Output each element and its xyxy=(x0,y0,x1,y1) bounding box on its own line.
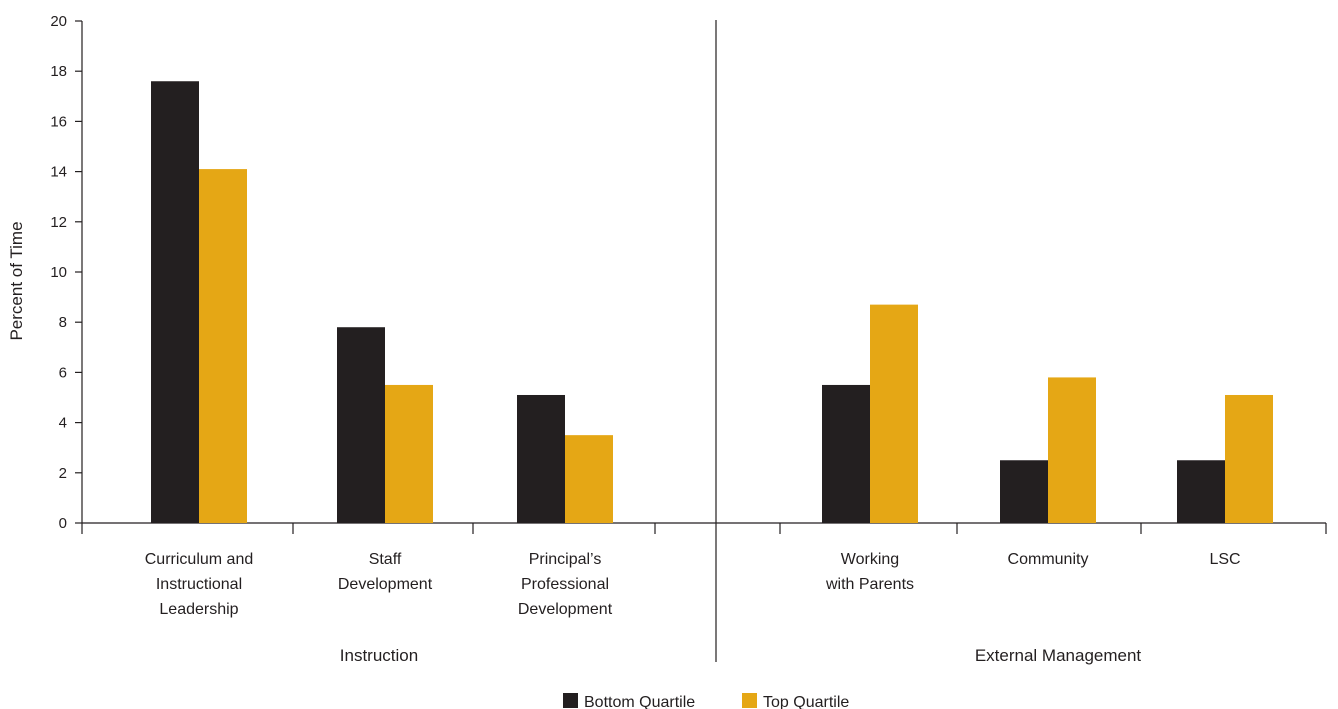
legend-swatch xyxy=(563,693,578,708)
y-tick-label: 14 xyxy=(50,164,67,181)
legend-label: Bottom Quartile xyxy=(584,694,695,709)
group-label: External Management xyxy=(975,646,1142,665)
x-category-label-line: Instructional xyxy=(156,576,242,593)
y-tick-label: 0 xyxy=(59,515,67,532)
y-axis-ticks: 0 2 4 6 8 10 12 14 16 18 20 xyxy=(50,13,1327,534)
x-category-label-line: Community xyxy=(1008,551,1089,568)
y-tick-label: 8 xyxy=(59,314,67,331)
legend-label: Top Quartile xyxy=(763,694,849,709)
x-category-label-line: LSC xyxy=(1209,551,1240,568)
x-category-label-line: Working xyxy=(841,551,899,568)
bars xyxy=(151,81,1273,524)
y-axis-label: Percent of Time xyxy=(7,221,26,340)
x-category-label-line: Staff xyxy=(369,551,402,568)
bar-bottom-quartile xyxy=(337,327,385,523)
y-tick-label: 16 xyxy=(50,113,67,130)
bar-bottom-quartile xyxy=(517,394,565,523)
y-tick-label: 10 xyxy=(50,264,67,281)
bar-bottom-quartile xyxy=(151,81,199,524)
y-tick-label: 2 xyxy=(59,465,67,482)
bar-top-quartile xyxy=(1048,377,1096,523)
x-category-label-line: Development xyxy=(518,601,613,618)
group-label: Instruction xyxy=(340,646,418,665)
group-labels: Instruction External Management xyxy=(340,646,1142,665)
bar-bottom-quartile xyxy=(1177,460,1225,523)
y-tick-label: 6 xyxy=(59,364,67,381)
bar-bottom-quartile xyxy=(822,384,870,523)
y-tick-label: 18 xyxy=(50,63,67,80)
x-category-label-line: Curriculum and xyxy=(145,551,253,568)
y-tick-label: 4 xyxy=(59,415,67,432)
legend: Bottom Quartile Top Quartile xyxy=(563,693,849,709)
y-tick-label: 20 xyxy=(50,13,67,30)
bar-top-quartile xyxy=(1225,394,1273,523)
x-category-label-line: with Parents xyxy=(825,576,914,593)
bar-top-quartile xyxy=(565,435,613,523)
x-category-label-line: Leadership xyxy=(159,601,238,618)
x-axis-category-labels: Curriculum and Instructional Leadership Sta… xyxy=(145,551,1241,618)
x-category-label-line: Principal’s xyxy=(529,551,602,568)
x-category-label-line: Development xyxy=(338,576,433,593)
legend-swatch xyxy=(742,693,757,708)
bar-bottom-quartile xyxy=(1000,460,1048,523)
bar-top-quartile xyxy=(870,304,918,523)
x-category-label-line: Professional xyxy=(521,576,609,593)
bar-top-quartile xyxy=(385,384,433,523)
y-tick-label: 12 xyxy=(50,214,67,231)
bar-top-quartile xyxy=(199,169,247,523)
